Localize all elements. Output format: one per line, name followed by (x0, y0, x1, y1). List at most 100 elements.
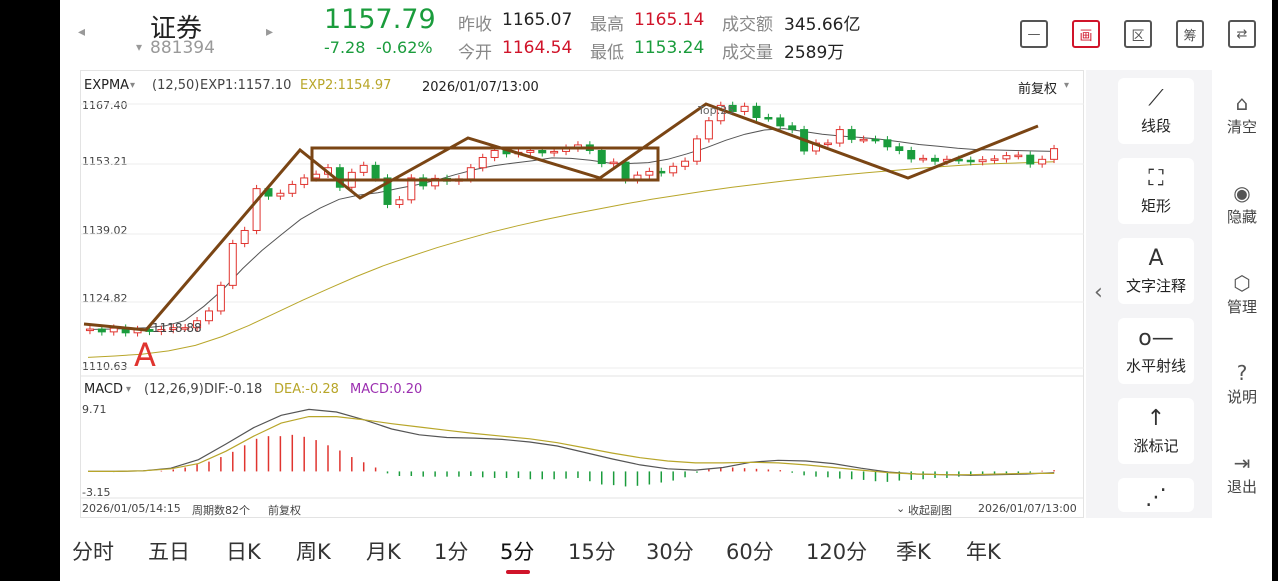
period-tab[interactable]: 分时 (72, 540, 114, 564)
arrow-up-icon: ↑ (1146, 405, 1166, 431)
candle-body (359, 164, 368, 173)
tool-label: 水平射线 (1125, 356, 1186, 375)
horizontal-ray-icon: o— (1138, 325, 1174, 351)
candle-body (716, 104, 725, 122)
clear-button[interactable]: ⌂ 清空 (1214, 92, 1270, 137)
draw-icon[interactable]: 画 (1072, 20, 1100, 48)
period-tab[interactable]: 5分 (500, 540, 535, 564)
stock-name: 证券 (150, 14, 203, 44)
candle-body (97, 328, 106, 333)
tool-label: 矩形 (1140, 196, 1171, 215)
period-tab[interactable]: 周K (296, 540, 331, 564)
high-value: 1165.14 (634, 10, 705, 30)
hide-button[interactable]: ◉ 隐藏 (1214, 182, 1270, 227)
minus-icon[interactable]: — (1020, 20, 1048, 48)
candle-body (907, 150, 916, 160)
annotation-letter: A (134, 336, 156, 374)
candle-body (1002, 155, 1011, 160)
candle-body (776, 117, 785, 127)
end-time: 2026/01/07/13:00 (978, 502, 1077, 515)
dea-line (88, 416, 1055, 476)
clear-icon: ⌂ (1235, 91, 1249, 115)
candle-body (204, 310, 213, 322)
current-price: 1157.79 (324, 4, 436, 35)
app-window: ◂ 证券 ▾ 881394 ▸ 1157.79 -7.28 -0.62% 昨收 … (60, 0, 1272, 581)
period-tab[interactable]: 年K (966, 540, 1001, 564)
candle-body (704, 120, 713, 140)
candle-body (371, 164, 380, 179)
exp2-value: EXP2:1154.97 (300, 78, 392, 93)
volume-label: 成交量 (722, 43, 773, 63)
adjust-dropdown-icon[interactable]: ▾ (1064, 80, 1070, 91)
prev-stock-icon[interactable]: ◂ (78, 24, 86, 40)
candle-body (478, 156, 487, 169)
action-label: 管理 (1226, 298, 1257, 316)
candle-body (466, 167, 475, 180)
collapse-arrow-icon[interactable]: ‹ (1094, 280, 1103, 305)
exp1-line (87, 128, 1055, 330)
period-tab[interactable]: 季K (896, 540, 931, 564)
help-button[interactable]: ? 说明 (1214, 362, 1270, 407)
candle-body (835, 129, 844, 144)
candle-body (300, 177, 309, 185)
dropdown-icon[interactable]: ▾ (136, 40, 143, 54)
candle-body (419, 177, 428, 187)
macd-top-label: 9.71 (82, 403, 107, 416)
candle-body (1038, 158, 1047, 165)
chart-panel[interactable] (80, 70, 1084, 518)
candle-body (728, 104, 737, 112)
period-tab[interactable]: 60分 (726, 540, 774, 564)
candle-body (978, 159, 987, 163)
macd-indicator-select[interactable]: MACD (84, 382, 123, 397)
period-tab[interactable]: 月K (366, 540, 401, 564)
filter-icon[interactable]: 筹 (1176, 20, 1204, 48)
indicator-dropdown-icon[interactable]: ▾ (130, 80, 136, 91)
candle-body (645, 170, 654, 176)
drawn-trend-line (83, 102, 1039, 332)
period-tab[interactable]: 15分 (568, 540, 616, 564)
amount-label: 成交额 (722, 15, 773, 35)
candle-body (609, 161, 618, 165)
candle-body (193, 320, 202, 329)
main-indicator-select[interactable]: EXPMA (84, 78, 130, 93)
tool-label: 涨标记 (1133, 436, 1179, 455)
period-tab[interactable]: 1分 (434, 540, 469, 564)
collapse-subchart-button[interactable]: 收起副图 (908, 504, 952, 517)
adjust-select[interactable]: 前复权 (1018, 82, 1058, 97)
candle-body (740, 105, 749, 112)
candle-body (931, 157, 940, 162)
low-price-marker: 1118.88 (152, 321, 202, 335)
horizontal-ray-tool[interactable]: o— 水平射线 (1118, 318, 1194, 384)
adjust-bottom: 前复权 (268, 504, 301, 517)
line-segment-tool[interactable]: ⟋ 线段 (1118, 78, 1194, 144)
macd-dropdown-icon[interactable]: ▾ (126, 384, 132, 395)
region-icon[interactable]: 区 (1124, 20, 1152, 48)
rectangle-tool[interactable]: ⛶ 矩形 (1118, 158, 1194, 224)
manage-button[interactable]: ⬡ 管理 (1214, 272, 1270, 317)
exit-button[interactable]: ⇥ 退出 (1214, 452, 1270, 497)
wave-tool[interactable]: ⋰ (1118, 478, 1194, 512)
candle-body (669, 165, 678, 174)
macd-bottom-label: -3.15 (82, 486, 111, 499)
action-label: 隐藏 (1226, 208, 1257, 226)
rise-marker-tool[interactable]: ↑ 涨标记 (1118, 398, 1194, 464)
text-annotation-tool[interactable]: A 文字注释 (1118, 238, 1194, 304)
help-icon: ? (1236, 361, 1248, 385)
kline-chart[interactable]: 1118.88 Top:25 A (60, 0, 1084, 520)
period-tab[interactable]: 120分 (806, 540, 868, 564)
candle-body (752, 105, 761, 118)
period-tab[interactable]: 五日 (148, 540, 190, 564)
candle-body (109, 327, 118, 333)
candle-body (526, 150, 535, 153)
candle-body (181, 327, 190, 330)
collapse-chevron-icon[interactable]: ⌄ (896, 502, 906, 515)
price-change-pct: -0.62% (376, 38, 433, 57)
next-stock-icon[interactable]: ▸ (266, 24, 274, 40)
period-tab[interactable]: 30分 (646, 540, 694, 564)
candle-body (919, 157, 928, 161)
main-indicator-params: (12,50) (152, 78, 200, 93)
device-switch-icon[interactable]: ⇄ (1228, 20, 1256, 48)
period-tab[interactable]: 日K (226, 540, 261, 564)
candle-body (1014, 154, 1023, 158)
exp1-value: EXP1:1157.10 (200, 78, 292, 93)
